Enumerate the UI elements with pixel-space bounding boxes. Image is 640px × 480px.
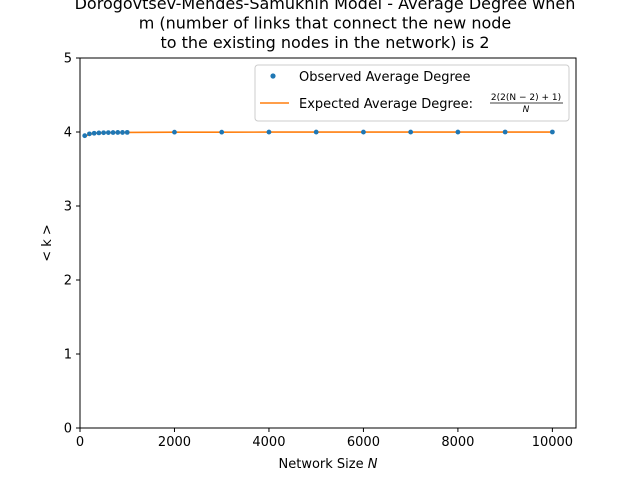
x-axis-label-var: N (368, 457, 378, 472)
legend-formula-denominator: N (523, 105, 530, 115)
x-tick-label: 2000 (158, 435, 191, 450)
observed-point (124, 129, 130, 135)
observed-point (110, 130, 116, 135)
y-axis-label: < k > (40, 224, 55, 262)
observed-point (408, 129, 414, 135)
observed-point (219, 129, 225, 135)
observed-point (91, 130, 97, 136)
y-tick-label: 1 (64, 348, 72, 363)
title-line-1: Dorogovtsev-Mendes-Samukhin Model - Aver… (75, 0, 576, 13)
legend-formula-numerator: 2(2(N − 2) + 1) (491, 93, 561, 103)
x-axis-ticks: 0 2000 4000 6000 8000 10000 (76, 428, 573, 450)
legend-marker-observed (270, 73, 276, 79)
x-tick-label: 6000 (347, 435, 380, 450)
y-tick-label: 2 (64, 274, 72, 289)
chart-title: Dorogovtsev-Mendes-Samukhin Model - Aver… (75, 0, 576, 52)
legend-label-expected: Expected Average Degree: (299, 97, 473, 112)
observed-point (115, 130, 121, 135)
observed-point (101, 130, 107, 136)
series-layer (82, 129, 555, 139)
y-tick-label: 0 (64, 422, 72, 437)
observed-point (266, 129, 272, 135)
observed-point (172, 129, 177, 135)
x-axis-label-text: Network Size (279, 457, 364, 472)
legend: Observed Average Degree Expected Average… (254, 64, 570, 122)
observed-point (105, 130, 111, 135)
series-line-expected (84, 131, 553, 138)
observed-point (313, 129, 319, 135)
observed-point (549, 129, 555, 135)
y-tick-label: 4 (64, 126, 72, 141)
y-axis-ticks: 0 1 2 3 4 5 (64, 52, 80, 437)
y-tick-label: 3 (64, 200, 72, 215)
observed-point (361, 129, 366, 135)
plot-area (79, 57, 577, 429)
x-tick-label: 4000 (252, 435, 285, 450)
observed-point (87, 131, 92, 137)
plot-frame (79, 57, 577, 429)
x-tick-label: 10000 (532, 435, 573, 450)
observed-point (455, 129, 461, 135)
legend-box (254, 64, 570, 122)
x-tick-label: 0 (76, 435, 84, 450)
legend-label-observed: Observed Average Degree (299, 70, 471, 85)
y-tick-label: 5 (64, 52, 72, 67)
observed-point (96, 130, 102, 136)
x-axis-label: Network Size N (279, 457, 378, 472)
observed-point (502, 129, 508, 135)
x-tick-label: 8000 (441, 435, 474, 450)
title-line-3: to the existing nodes in the network) is… (160, 33, 489, 52)
observed-point (120, 130, 125, 135)
observed-point (82, 133, 88, 139)
title-line-2: m (number of links that connect the new … (139, 14, 512, 33)
